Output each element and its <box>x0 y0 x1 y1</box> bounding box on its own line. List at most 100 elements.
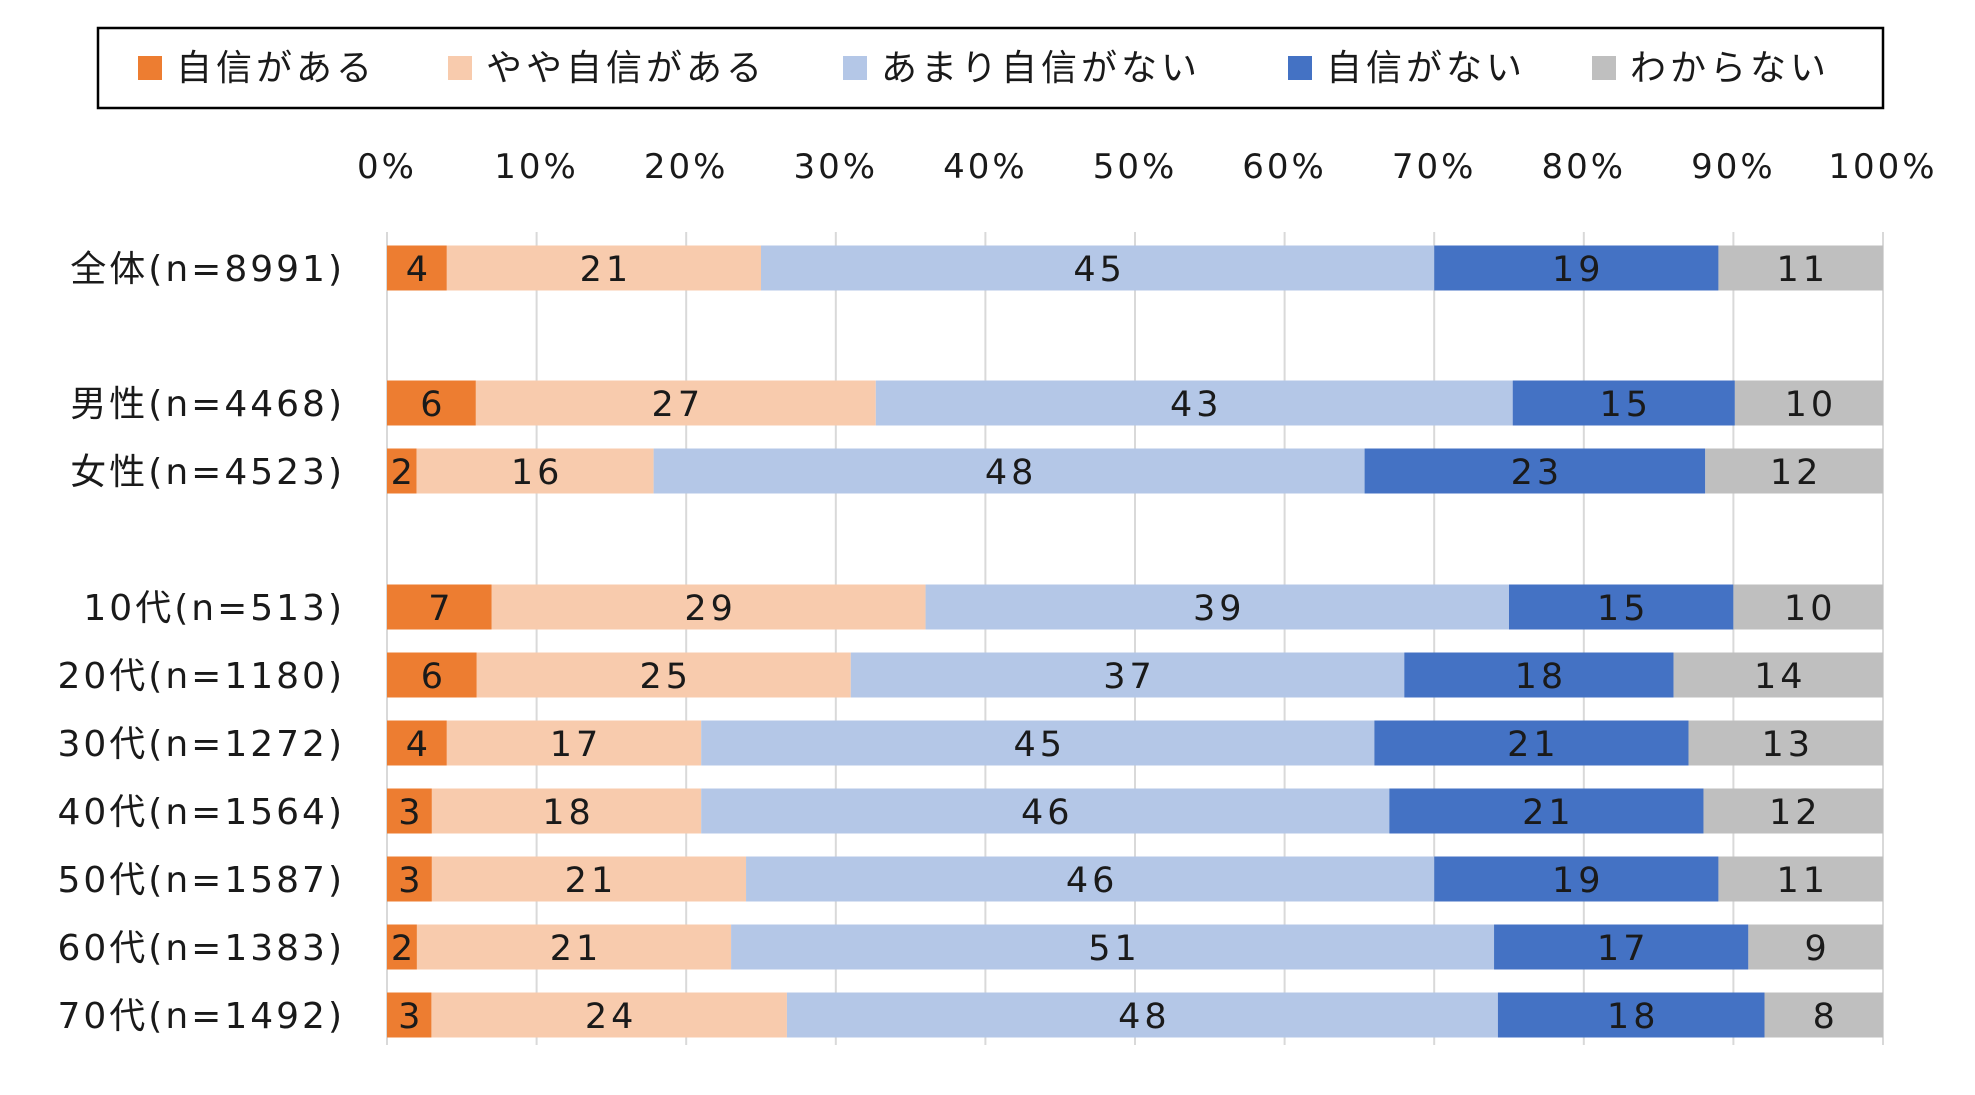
bar-segment <box>925 584 1509 630</box>
data-label: 13 <box>1761 725 1814 765</box>
legend-label: 自信がない <box>1326 48 1526 89</box>
data-label: 45 <box>1073 250 1126 290</box>
bar-segment <box>1718 245 1883 291</box>
bar-segment <box>431 856 747 902</box>
bar-segment <box>746 856 1435 902</box>
bar-segment <box>786 992 1498 1038</box>
category-label: 70代(n=1492) <box>58 996 346 1037</box>
category-label: 40代(n=1564) <box>58 792 346 833</box>
bar-segment <box>1494 924 1749 970</box>
data-label: 15 <box>1597 589 1650 629</box>
bar-segment <box>416 448 654 494</box>
bar-segment <box>387 720 447 766</box>
data-label: 27 <box>652 385 705 425</box>
bar-segment <box>1688 720 1883 766</box>
data-label: 6 <box>421 657 447 697</box>
bar-segment <box>1733 584 1883 630</box>
data-label: 9 <box>1805 929 1831 969</box>
category-label: 10代(n=513) <box>83 588 345 629</box>
bar-segment <box>1497 992 1765 1038</box>
data-label: 18 <box>1607 997 1660 1037</box>
bar-segment <box>1705 448 1883 494</box>
category-labels: 全体(n=8991) 男性(n=4468) 女性(n=4523) 10代(n=513)… <box>58 249 346 1037</box>
data-label: 29 <box>684 589 737 629</box>
legend-item: 自信がない <box>1288 48 1526 89</box>
data-label: 21 <box>580 250 633 290</box>
bar-segment <box>1718 856 1883 902</box>
data-label: 21 <box>550 929 603 969</box>
bar-segment <box>475 380 876 426</box>
bar-segment <box>761 245 1435 291</box>
value-labels: 4 21 45 19 116 27 43 15 102 16 48 23 127 29 39 15 106 25 3… <box>391 250 1839 1037</box>
data-label: 6 <box>420 385 446 425</box>
bars <box>387 245 1883 1038</box>
data-label: 18 <box>542 793 595 833</box>
data-label: 18 <box>1515 657 1568 697</box>
category-label: 女性(n=4523) <box>70 452 345 493</box>
bar-segment <box>1748 924 1883 970</box>
category-label: 男性(n=4468) <box>70 384 345 425</box>
data-label: 37 <box>1103 657 1156 697</box>
data-label: 21 <box>1522 793 1575 833</box>
bar-segment <box>1389 788 1704 834</box>
bar-segment <box>387 992 432 1038</box>
data-label: 39 <box>1193 589 1246 629</box>
data-label: 21 <box>565 861 618 901</box>
data-label: 19 <box>1552 861 1605 901</box>
bar-segment <box>1734 380 1883 426</box>
data-label: 24 <box>585 997 638 1037</box>
legend: 自信がある やや自信がある あまり自信がない 自信がない わからない <box>96 26 1885 110</box>
legend-label: わからない <box>1630 48 1830 89</box>
bar-segment <box>387 856 432 902</box>
data-label: 8 <box>1813 997 1839 1037</box>
data-label: 17 <box>550 725 603 765</box>
data-label: 7 <box>428 589 454 629</box>
data-label: 10 <box>1785 385 1838 425</box>
x-tick-label: 80% <box>1542 147 1627 187</box>
bar-segment <box>446 720 702 766</box>
bar-segment <box>431 788 702 834</box>
data-label: 19 <box>1552 250 1605 290</box>
x-tick-label: 0% <box>357 147 417 187</box>
data-label: 11 <box>1776 861 1829 901</box>
data-label: 48 <box>1118 997 1171 1037</box>
bar-segment <box>701 720 1375 766</box>
bar-segment <box>387 448 417 494</box>
data-label: 12 <box>1769 793 1822 833</box>
legend-swatch <box>448 56 472 80</box>
bar-segment <box>1364 448 1706 494</box>
bar-segment <box>731 924 1495 970</box>
data-label: 2 <box>391 929 417 969</box>
bar-segment <box>387 788 432 834</box>
x-tick-label: 40% <box>943 147 1028 187</box>
data-label: 46 <box>1021 793 1074 833</box>
category-label: 20代(n=1180) <box>58 656 346 697</box>
data-label: 17 <box>1597 929 1650 969</box>
data-label: 14 <box>1754 657 1807 697</box>
legend-item: 自信がある <box>138 48 372 89</box>
data-label: 21 <box>1507 725 1560 765</box>
bar-segment <box>1512 380 1735 426</box>
bar-segment <box>1673 652 1883 698</box>
x-tick-label: 30% <box>794 147 879 187</box>
data-label: 4 <box>406 250 432 290</box>
bar-segment <box>1404 652 1674 698</box>
bar-segment <box>653 448 1365 494</box>
legend-label: あまり自信がない <box>881 48 1201 89</box>
bar-segment <box>491 584 926 630</box>
x-tick-label: 60% <box>1242 147 1327 187</box>
data-label: 3 <box>398 793 424 833</box>
data-label: 45 <box>1013 725 1066 765</box>
legend-frame <box>96 26 1885 110</box>
x-tick-label: 90% <box>1691 147 1776 187</box>
data-label: 48 <box>985 453 1038 493</box>
data-label: 4 <box>406 725 432 765</box>
data-label: 43 <box>1170 385 1223 425</box>
bar-segment <box>476 652 851 698</box>
data-label: 10 <box>1784 589 1837 629</box>
bar-segment <box>1509 584 1734 630</box>
legend-swatch <box>1288 56 1312 80</box>
bar-segment <box>446 245 761 291</box>
bar-segment <box>850 652 1405 698</box>
